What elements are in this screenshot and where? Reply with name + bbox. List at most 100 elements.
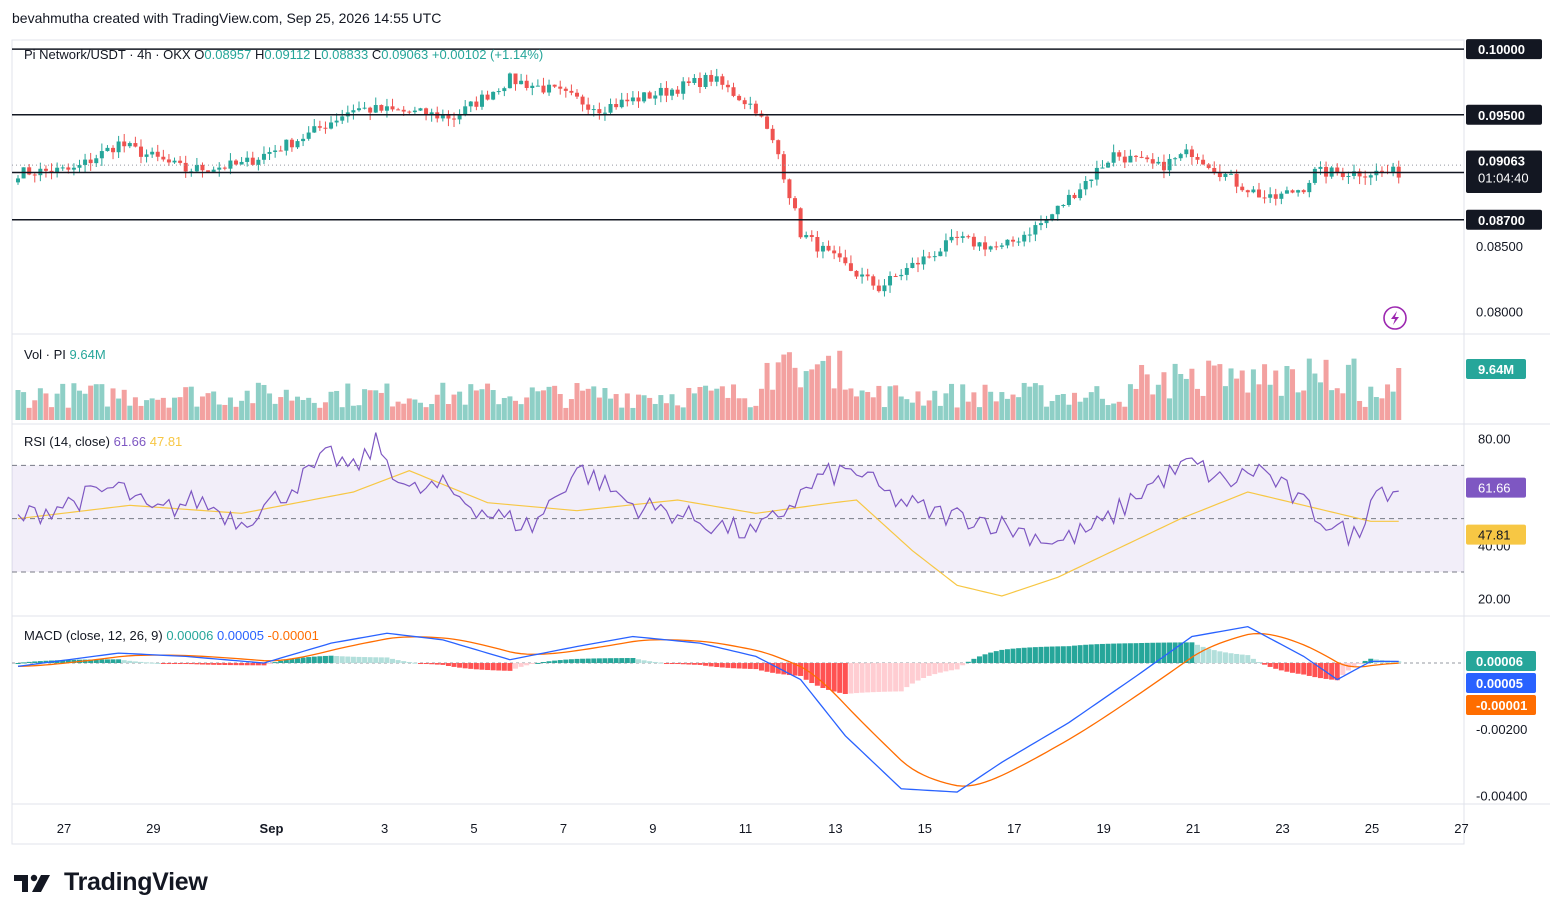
candle [485, 90, 490, 101]
candle [463, 100, 468, 117]
macd-histogram-bar [429, 663, 435, 665]
candle-body [776, 140, 781, 155]
volume-bar [770, 389, 776, 420]
macd-histogram-bar [770, 663, 776, 673]
volume-bar [814, 364, 820, 420]
candle [77, 159, 82, 173]
volume-bar [1150, 394, 1156, 420]
candle-body [351, 110, 356, 113]
candle [681, 77, 686, 100]
macd-histogram-bar [1222, 652, 1228, 664]
volume-bar [758, 388, 764, 420]
volume-bar [462, 404, 468, 420]
macd-tick-label: -0.00400 [1476, 788, 1527, 803]
volume-bar [960, 384, 966, 420]
volume-bar [71, 383, 77, 420]
candle-body [27, 167, 32, 175]
volume-bar [49, 407, 55, 420]
candle-body [301, 138, 306, 142]
macd-histogram-bar [1178, 642, 1184, 664]
candle [625, 93, 630, 107]
macd-histogram-bar [155, 662, 161, 664]
volume-bar [585, 388, 591, 420]
volume-bar [1329, 390, 1335, 420]
macd-histogram-bar [1323, 663, 1329, 679]
candle-body [697, 77, 702, 87]
candle-body [988, 246, 993, 250]
candle-body [910, 262, 915, 268]
macd-histogram-bar [887, 663, 893, 692]
macd-histogram-bar [26, 661, 32, 664]
macd-tag-text: -0.00001 [1476, 698, 1527, 713]
lightning-icon[interactable] [1383, 306, 1407, 330]
candle [256, 157, 261, 171]
macd-histogram-bar [574, 658, 580, 664]
volume-bar [602, 388, 608, 420]
candle [1022, 231, 1027, 247]
candle-body [915, 262, 920, 265]
volume-bar [88, 385, 94, 420]
volume-bar [1217, 364, 1223, 420]
candle-body [524, 80, 529, 88]
volume-bar [624, 393, 630, 420]
volume-bar [378, 392, 384, 420]
volume-bar [205, 393, 211, 420]
candle [519, 73, 524, 85]
macd-legend: MACD (close, 12, 26, 9) 0.00006 0.00005 … [24, 628, 319, 643]
candle-body [1005, 239, 1010, 246]
volume-bar [1021, 382, 1027, 420]
candle [1335, 163, 1340, 176]
candle-body [1038, 223, 1043, 226]
candle-body [1273, 194, 1278, 199]
candle [932, 251, 937, 262]
macd-histogram-bar [278, 660, 284, 664]
bar-countdown: 01:04:40 [1478, 171, 1529, 186]
volume-bar [1139, 364, 1145, 420]
macd-histogram-bar [540, 662, 546, 664]
candle-body [256, 159, 261, 165]
candle [1262, 190, 1267, 204]
candle [547, 79, 552, 96]
volume-bar [747, 407, 753, 420]
candle [55, 162, 60, 178]
candle-body [619, 99, 624, 108]
candle-body [77, 165, 82, 168]
volume-bar [1010, 394, 1016, 420]
macd-histogram-bar [814, 663, 820, 686]
macd-histogram-bar [1144, 642, 1150, 664]
candle [340, 109, 345, 124]
price-legend: Pi Network/USDT · 4h · OKX O0.08957 H0.0… [24, 47, 543, 62]
macd-histogram-bar [820, 663, 826, 688]
candle [88, 152, 93, 171]
candle-body [602, 112, 607, 114]
level-tag-box [1466, 209, 1542, 230]
volume-bar [1077, 401, 1083, 420]
volume-bar [177, 397, 183, 420]
macd-histogram-bar [183, 663, 189, 665]
candle-body [1318, 166, 1323, 169]
candle [222, 166, 227, 171]
volume-bar [194, 406, 200, 420]
candle [155, 144, 160, 162]
candle-body [943, 240, 948, 252]
volume-bar [893, 385, 899, 420]
volume-bar [1099, 398, 1105, 420]
candle [798, 207, 803, 239]
macd-histogram-bar [764, 663, 770, 672]
candle-body [994, 246, 999, 248]
candle-body [888, 276, 893, 286]
volume-tag: 9.64M [1466, 359, 1526, 379]
candle-body [664, 87, 669, 96]
candle-body [1167, 158, 1172, 171]
macd-histogram-bar [350, 656, 356, 664]
macd-histogram-bar [1004, 649, 1010, 664]
macd-histogram-bar [1032, 647, 1038, 664]
candle-body [569, 90, 574, 93]
candle [787, 178, 792, 205]
volume-bar [580, 390, 586, 420]
volume-bar [881, 407, 887, 420]
candle-body [625, 99, 630, 102]
tradingview-brand[interactable]: TradingView [14, 868, 208, 897]
candle [200, 162, 205, 178]
